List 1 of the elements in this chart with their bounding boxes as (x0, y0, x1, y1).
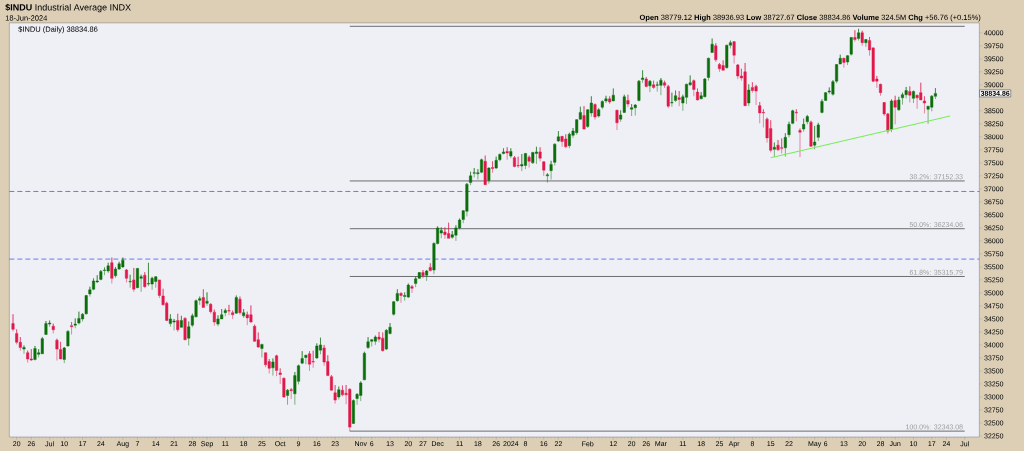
chart-title: $INDU Industrial Average INDX (5, 3, 131, 13)
